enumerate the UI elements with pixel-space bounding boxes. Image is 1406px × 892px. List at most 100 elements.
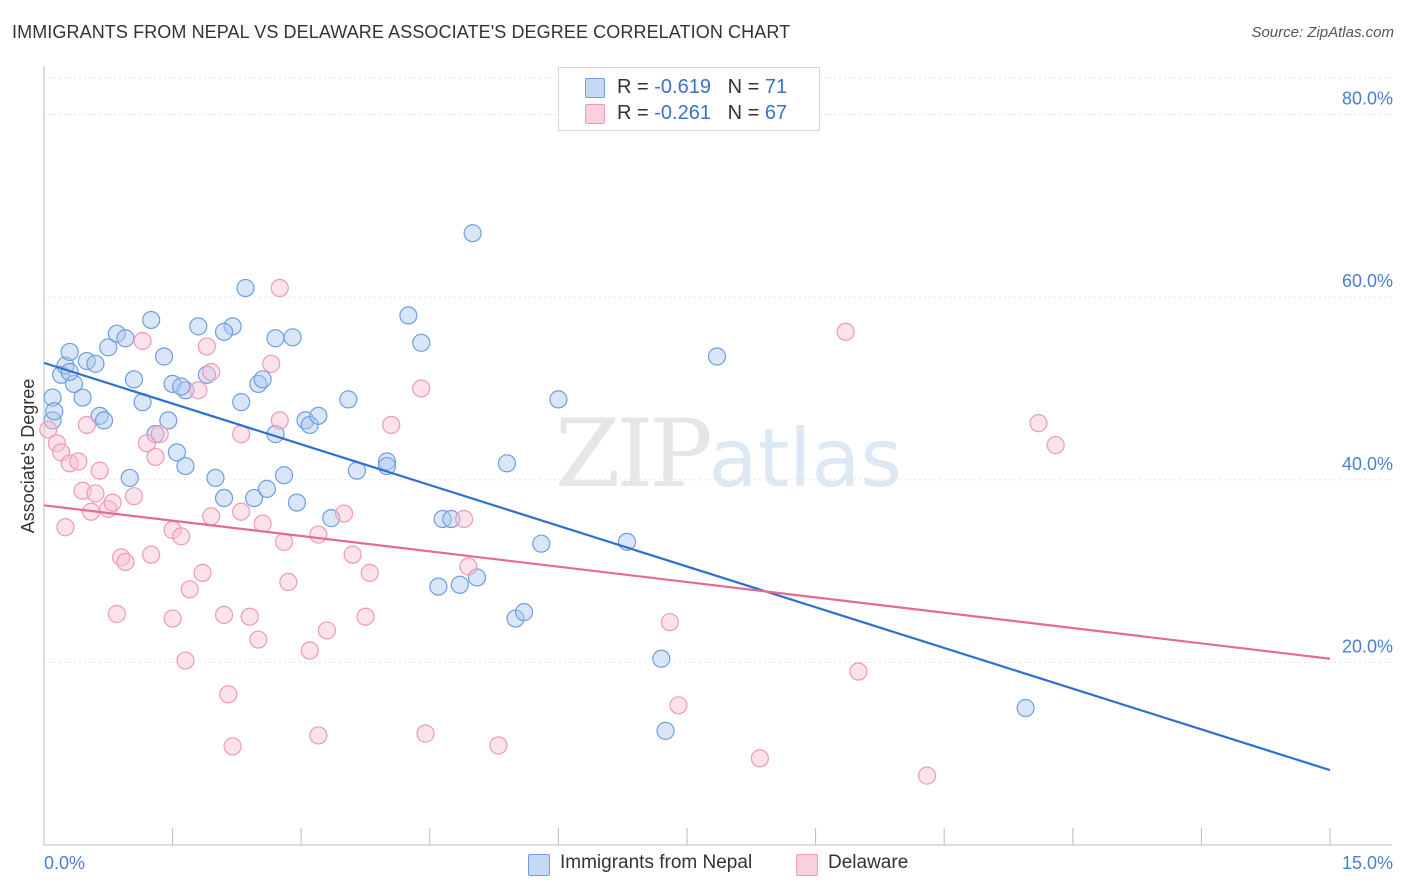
chart-title: IMMIGRANTS FROM NEPAL VS DELAWARE ASSOCI… — [12, 22, 791, 42]
r-label: R = — [617, 102, 655, 124]
delaware-point — [750, 749, 769, 768]
delaware-point — [219, 685, 238, 704]
delaware-point — [86, 484, 105, 503]
axis-labels: 20.0% 40.0% 60.0% 80.0% 0.0% 15.0% Associate's… — [18, 89, 1393, 873]
nepal-point — [450, 575, 469, 594]
delaware-point — [270, 411, 289, 430]
stats-legend: R = -0.619 N = 71 R = -0.261 N = 67 — [558, 67, 820, 131]
nepal-point — [45, 402, 64, 421]
watermark-zip: ZIP — [555, 400, 713, 509]
delaware-point — [309, 726, 328, 745]
nepal-trend-line — [43, 361, 1331, 772]
y-tick-label: 60.0% — [1342, 271, 1393, 291]
nepal-point — [463, 224, 482, 243]
nepal-point — [60, 342, 79, 362]
delaware-point — [279, 572, 298, 592]
n-label: N = — [727, 102, 765, 124]
nepal-point — [107, 324, 126, 343]
delaware-point — [197, 337, 216, 356]
delaware-point — [317, 621, 337, 640]
nepal-point — [73, 388, 92, 407]
nepal-point — [377, 452, 397, 471]
delaware-point — [262, 354, 281, 373]
delaware-point — [214, 605, 234, 625]
delaware-point — [849, 662, 868, 681]
y-tick-label: 40.0% — [1342, 454, 1393, 474]
nepal-point — [244, 488, 264, 508]
delaware-point — [249, 630, 268, 649]
delaware-point — [47, 434, 66, 453]
nepal-point — [549, 390, 568, 409]
delaware-point — [382, 415, 401, 435]
nepal-point — [257, 479, 277, 498]
nepal-swatch — [585, 78, 605, 98]
legend-label-nepal: Immigrants from Nepal — [560, 852, 753, 873]
n-label: N = — [727, 76, 765, 98]
delaware-point — [39, 420, 58, 439]
delaware-point — [300, 641, 319, 660]
delaware-point — [360, 563, 379, 582]
nepal-legend-swatch — [528, 854, 550, 876]
nepal-point — [442, 509, 461, 529]
delaware-point — [189, 381, 208, 400]
delaware-point — [107, 604, 126, 624]
delaware-point — [412, 379, 431, 398]
delaware-point — [90, 461, 109, 480]
r-label: R = — [617, 76, 655, 98]
nepal-point — [94, 411, 114, 430]
nepal-point — [206, 468, 225, 488]
delaware-swatch — [585, 104, 605, 124]
delaware-point — [416, 724, 435, 743]
delaware-point — [274, 532, 294, 551]
nepal-point — [656, 721, 675, 740]
x-tick-label-max: 15.0% — [1342, 853, 1393, 873]
delaware-point — [309, 525, 328, 544]
nepal-point — [214, 488, 234, 508]
nepal-point — [309, 406, 328, 425]
nepal-point — [86, 354, 105, 373]
delaware-point — [232, 502, 251, 521]
delaware-point — [163, 609, 182, 628]
delaware-point — [103, 493, 122, 512]
n-value-nepal: 71 — [764, 76, 788, 98]
nepal-point — [274, 466, 294, 485]
nepal-point — [64, 374, 84, 393]
delaware-point — [356, 607, 375, 626]
nepal-point — [532, 534, 551, 553]
delaware-point — [172, 527, 191, 546]
nepal-point — [1016, 698, 1035, 718]
delaware-legend-swatch — [796, 854, 818, 876]
n-value-delaware: 67 — [764, 102, 788, 124]
delaware-point — [137, 434, 156, 453]
delaware-point — [124, 487, 144, 506]
nepal-point — [287, 493, 307, 512]
y-tick-label: 20.0% — [1342, 636, 1393, 656]
delaware-point — [343, 545, 362, 564]
delaware-point — [150, 425, 169, 444]
delaware-point — [69, 452, 88, 471]
nepal-point — [253, 370, 272, 389]
nepal-point — [43, 388, 62, 407]
nepal-point — [124, 370, 144, 389]
delaware-point — [193, 563, 212, 582]
nepal-point — [232, 393, 251, 412]
delaware-point — [116, 552, 135, 572]
delaware-point — [1029, 414, 1048, 433]
delaware-point — [142, 545, 161, 564]
delaware-point — [270, 278, 289, 298]
nepal-point — [283, 328, 302, 347]
delaware-point — [334, 504, 354, 523]
delaware-point — [253, 514, 272, 533]
nepal-point — [172, 377, 191, 396]
nepal-point — [429, 577, 448, 596]
delaware-point — [917, 766, 937, 785]
y-tick-label: 80.0% — [1342, 89, 1393, 109]
nepal-point — [189, 317, 208, 336]
nepal-point — [176, 456, 195, 476]
axes — [43, 66, 1392, 846]
legend-label-delaware: Delaware — [828, 852, 909, 873]
nepal-point — [154, 347, 174, 366]
delaware-point — [454, 509, 474, 529]
delaware-point — [56, 518, 75, 537]
nepal-point — [497, 454, 517, 473]
